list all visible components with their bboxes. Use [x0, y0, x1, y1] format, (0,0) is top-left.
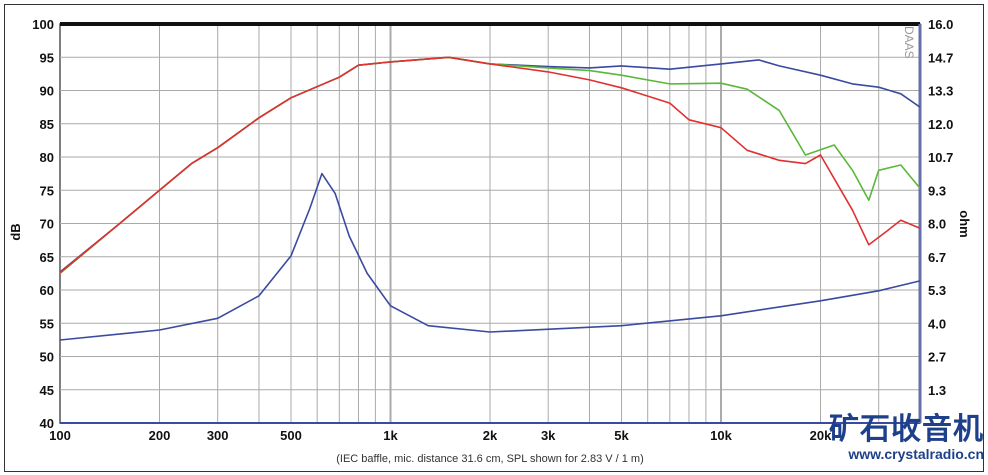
- daas-logo: DAAS: [902, 26, 916, 59]
- x-tick-label: 3k: [541, 428, 556, 443]
- y2-tick-label: 1.3: [928, 383, 946, 398]
- x-tick-label: 20k: [810, 428, 832, 443]
- y-tick-label: 85: [40, 117, 54, 132]
- y2-tick-label: 2.7: [928, 350, 946, 365]
- y2-tick-label: 8.0: [928, 217, 946, 232]
- series-line-spl-60deg: [59, 56, 921, 274]
- y-tick-label: 95: [40, 50, 54, 65]
- watermark-url: www.crystalradio.cn: [848, 446, 984, 462]
- y2-tick-label: 16.0: [928, 17, 953, 32]
- y-tick-label: 50: [40, 350, 54, 365]
- y2-tick-label: 9.3: [928, 183, 946, 198]
- y-tick-label: 65: [40, 250, 54, 265]
- chart-frame: [4, 4, 984, 472]
- x-tick-label: 300: [207, 428, 229, 443]
- y2-tick-label: 12.0: [928, 117, 953, 132]
- y2-tick-label: 14.7: [928, 50, 953, 65]
- watermark-cn: 矿石收音机: [829, 413, 984, 446]
- y2-axis-title: ohm: [957, 210, 972, 237]
- x-tick-label: 5k: [614, 428, 629, 443]
- y2-tick-label: 4.0: [928, 316, 946, 331]
- x-tick-label: 2k: [483, 428, 498, 443]
- y2-tick-label: 6.7: [928, 250, 946, 265]
- footer-note: (IEC baffle, mic. distance 31.6 cm, SPL …: [336, 453, 644, 465]
- y-tick-label: 60: [40, 283, 54, 298]
- y-tick-label: 80: [40, 150, 54, 165]
- x-tick-label: 500: [280, 428, 302, 443]
- y-axis-title: dB: [8, 223, 23, 240]
- y-tick-label: 75: [40, 183, 54, 198]
- y2-tick-label: 13.3: [928, 84, 953, 99]
- y2-tick-label: 5.3: [928, 283, 946, 298]
- y-tick-label: 90: [40, 84, 54, 99]
- y-tick-label: 55: [40, 316, 54, 331]
- series-group: [59, 56, 921, 341]
- x-tick-label: 200: [149, 428, 171, 443]
- grid: [59, 22, 922, 424]
- y2-tick-label: 10.7: [928, 150, 953, 165]
- x-tick-label: 100: [49, 428, 71, 443]
- y-tick-label: 40: [40, 416, 54, 431]
- x-tick-label: 1k: [383, 428, 398, 443]
- y-tick-label: 45: [40, 383, 54, 398]
- tick-labels: 40 45 50 55 60 65 70 75 80 85 90 95 100 1.3 2.7 4.0 5.3 6…: [32, 17, 953, 443]
- y-tick-label: 100: [32, 17, 54, 32]
- watermark: 矿石收音机 www.crystalradio.cn: [820, 413, 984, 463]
- y-tick-label: 70: [40, 217, 54, 232]
- x-tick-label: 10k: [710, 428, 732, 443]
- series-line-impedance: [59, 172, 921, 341]
